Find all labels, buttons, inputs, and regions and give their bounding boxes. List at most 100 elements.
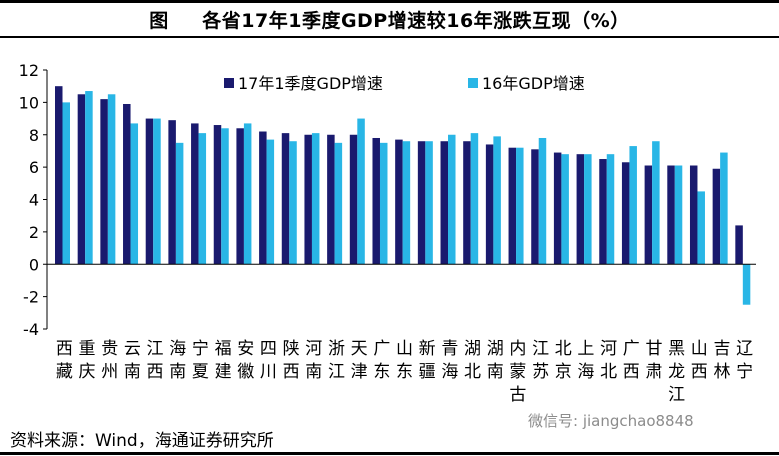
bar-16 [402,141,411,265]
bar-16 [243,123,252,265]
bar-17q1 [508,147,517,265]
x-tick-label: 广东 [373,339,390,382]
x-tick-label: 黑龙江 [668,339,685,405]
bar-17q1 [553,152,562,265]
y-tick-label: 10 [19,93,39,112]
x-tick-label: 宁夏 [192,339,209,382]
bar-17q1 [145,118,154,265]
x-tick-label: 新疆 [419,339,436,382]
bar-16 [85,91,93,265]
bar-17q1 [123,103,131,265]
bar-17q1 [77,94,86,265]
bar-16 [720,152,728,265]
x-tick-label: 山西 [691,339,708,382]
bar-16 [448,134,456,265]
bar-17q1 [281,133,290,265]
y-tick-label: -2 [23,288,39,307]
bar-17q1 [372,137,380,265]
bar-16 [379,142,388,265]
y-tick-label: 12 [19,61,39,80]
x-tick-label: 海南 [169,339,186,382]
watermark: 微信号: jiangchao8848 [528,412,694,430]
bar-16 [289,141,297,265]
bar-16 [130,123,139,265]
bar-17q1 [667,165,675,265]
bar-16 [606,154,615,265]
bar-chart: -4 -2 0 2 4 6 8 10 12 西藏重庆贵州云南江西海南宁夏福建安徽四川陕西河南浙江天… [19,61,756,405]
bottom-rule [0,452,779,455]
bar-16 [221,128,229,265]
x-tick-label: 福建 [215,339,232,382]
x-tick-label: 上海 [577,339,594,382]
bar-16 [538,137,547,265]
bar-17q1 [213,125,222,265]
x-tick-label: 北京 [555,339,572,382]
y-tick-label: 8 [29,126,39,145]
bar-17q1 [191,123,199,265]
legend-label: 17年1季度GDP增速 [238,74,383,93]
bar-17q1 [576,154,585,265]
bar-16 [493,136,501,265]
x-tick-label: 云南 [124,339,141,382]
bar-16 [62,102,70,265]
bar-17q1 [712,168,721,265]
bar-16 [652,141,660,265]
bar-17q1 [236,128,244,265]
x-tick-label: 浙江 [328,339,345,382]
y-tick-label: 4 [29,191,39,210]
legend-swatch [224,78,234,88]
y-tick-label: 0 [29,255,39,274]
bar-17q1 [621,162,630,265]
bar-16 [175,142,184,265]
bar-17q1 [395,139,403,265]
bar-16 [425,141,433,265]
x-tick-label: 内蒙古 [509,339,526,405]
bar-17q1 [304,134,312,265]
bar-17q1 [168,120,176,265]
x-tick-label: 贵州 [101,339,118,382]
bar-16 [516,147,524,265]
bar-17q1 [735,225,743,265]
chart-title-bar: 图 各省17年1季度GDP增速较16年涨跌互现（%） [0,0,779,38]
x-tick-label: 广西 [623,339,640,382]
bar-16 [357,118,365,265]
x-tick-label: 湖南 [487,339,504,382]
bar-17q1 [644,165,653,265]
x-tick-label: 西藏 [56,339,73,382]
bar-16 [584,154,592,265]
bar-17q1 [55,86,63,265]
figure-label: 图 [149,10,169,32]
bar-16 [153,118,161,265]
bar-16 [470,133,479,265]
bar-16 [697,191,705,265]
bar-17q1 [417,141,426,265]
bar-16 [674,165,683,265]
bar-17q1 [531,149,539,265]
bar-16 [742,264,751,305]
y-tick-label: -4 [23,320,39,339]
x-tick-label: 湖北 [464,339,481,382]
bar-16 [266,139,275,265]
y-tick-label: 6 [29,158,39,177]
bar-17q1 [463,141,471,265]
bar-17q1 [599,159,607,265]
x-tick-label: 山东 [396,339,413,382]
x-tick-label: 辽宁 [736,339,753,382]
x-tick-label: 青海 [441,339,458,382]
x-tick-label: 河北 [600,339,617,382]
bar-17q1 [349,134,358,265]
chart-title: 各省17年1季度GDP增速较16年涨跌互现（%） [202,10,630,32]
x-tick-label: 陕西 [283,339,300,382]
legend-swatch [468,78,478,88]
bar-16 [334,142,343,265]
x-tick-label: 天津 [351,339,368,382]
bar-16 [311,133,320,265]
bar-16 [198,133,207,265]
x-tick-label: 河南 [305,339,322,382]
bar-17q1 [100,99,108,265]
x-tick-label: 安徽 [237,339,254,382]
bar-16 [629,146,637,265]
legend-label: 16年GDP增速 [482,74,585,93]
x-tick-label: 吉林 [713,339,730,382]
bar-17q1 [259,131,267,265]
